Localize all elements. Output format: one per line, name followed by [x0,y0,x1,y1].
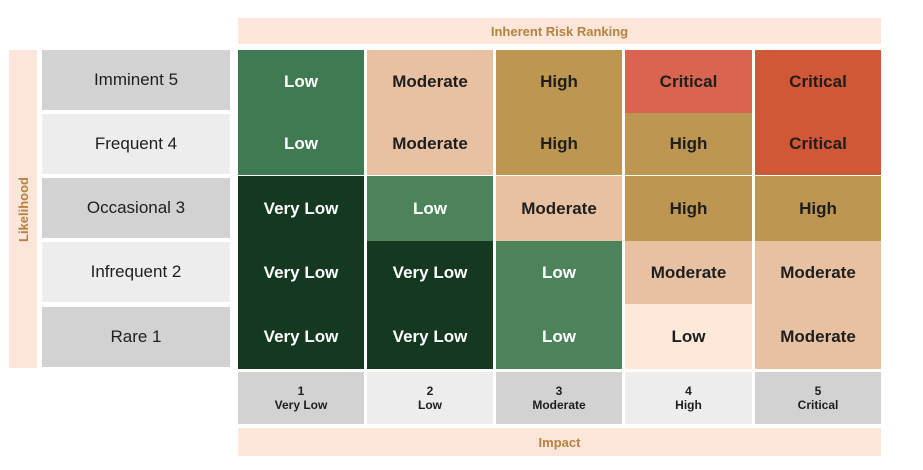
column-label-very-low: 1 Very Low [238,372,364,424]
row-label-infrequent: Infrequent 2 [42,242,230,302]
risk-cell: Low [238,50,364,113]
risk-cell: Critical [625,50,752,113]
risk-cell: High [755,176,881,241]
row-label-rare: Rare 1 [42,307,230,367]
risk-cell: Moderate [625,241,752,304]
risk-cell: Very Low [238,304,364,369]
risk-cell: Moderate [755,241,881,304]
column-label-high: 4 High [625,372,752,424]
risk-cell: Moderate [367,113,493,175]
risk-cell: Moderate [496,176,622,241]
likelihood-axis-label: Likelihood [9,50,37,368]
risk-cell: Critical [755,50,881,113]
risk-ranking-title: Inherent Risk Ranking [238,18,881,44]
row-label-imminent: Imminent 5 [42,50,230,110]
risk-cell: High [625,176,752,241]
risk-cell: High [496,113,622,175]
risk-cell: Very Low [238,176,364,241]
risk-cell: Moderate [755,304,881,369]
risk-cell: High [625,113,752,175]
column-label-critical: 5 Critical [755,372,881,424]
risk-cell: Low [625,304,752,369]
risk-cell: Critical [755,113,881,175]
risk-cell: Very Low [367,304,493,369]
risk-cell: High [496,50,622,113]
column-label-moderate: 3 Moderate [496,372,622,424]
risk-cell: Very Low [238,241,364,304]
column-label-low: 2 Low [367,372,493,424]
row-label-frequent: Frequent 4 [42,114,230,174]
risk-cell: Low [496,241,622,304]
risk-cell: Very Low [367,241,493,304]
risk-cell: Low [496,304,622,369]
risk-cell: Low [238,113,364,175]
risk-cell: Low [367,176,493,241]
risk-cell: Moderate [367,50,493,113]
impact-axis-label: Impact [238,428,881,456]
row-label-occasional: Occasional 3 [42,178,230,238]
